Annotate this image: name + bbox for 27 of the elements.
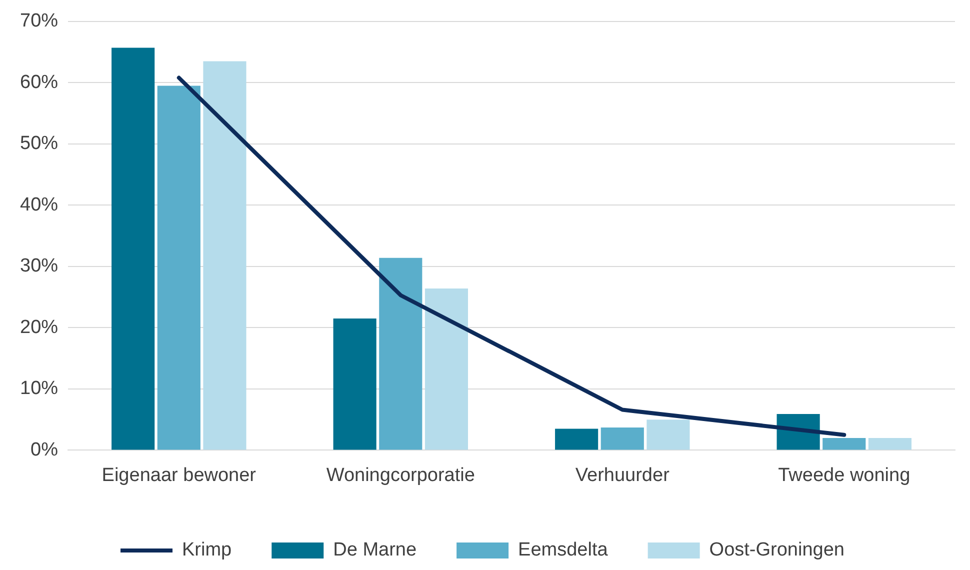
- y-tick-label: 60%: [20, 72, 58, 93]
- bar: [646, 420, 690, 450]
- x-tick-label: Tweede woning: [778, 464, 910, 486]
- legend-label: Krimp: [182, 540, 232, 561]
- bar: [157, 86, 200, 450]
- bar: [822, 438, 866, 450]
- legend-label: Oost-Groningen: [709, 540, 844, 561]
- bar: [203, 61, 246, 450]
- y-tick-label: 20%: [20, 316, 58, 338]
- bar: [424, 288, 468, 450]
- y-tick-label: 0%: [30, 439, 58, 460]
- x-tick-label: Woningcorporatie: [326, 464, 475, 486]
- bar: [868, 438, 912, 450]
- x-tick-label: Eigenaar bewoner: [102, 464, 257, 486]
- bar: [600, 428, 644, 450]
- bar: [333, 318, 376, 450]
- legend-label: Eemsdelta: [518, 540, 608, 561]
- bar: [555, 428, 598, 450]
- legend-label: De Marne: [333, 540, 417, 561]
- y-tick-label: 40%: [20, 194, 58, 216]
- y-tick-label: 70%: [20, 10, 58, 32]
- bar: [379, 258, 422, 450]
- x-tick-label: Verhuurder: [575, 464, 670, 486]
- y-tick-label: 50%: [20, 133, 58, 154]
- bar: [112, 48, 155, 450]
- y-tick-label: 10%: [20, 378, 58, 400]
- y-tick-label: 30%: [20, 256, 58, 277]
